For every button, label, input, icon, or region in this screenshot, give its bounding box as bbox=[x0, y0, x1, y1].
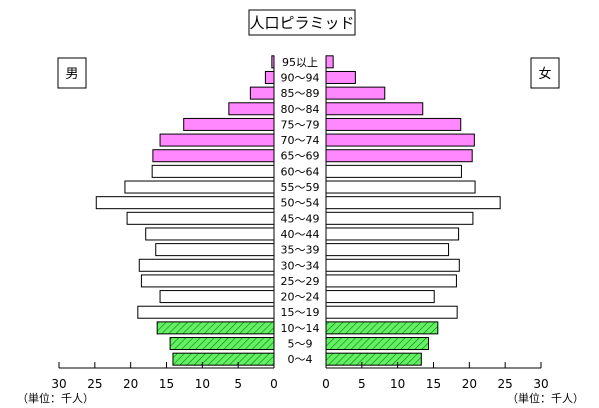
bar-female bbox=[325, 164, 462, 178]
age-group-label: 75～79 bbox=[281, 118, 320, 131]
bar-female bbox=[325, 337, 429, 351]
bar-female bbox=[325, 70, 356, 84]
female-tick-label: 0 bbox=[322, 377, 330, 391]
age-group-label: 0～4 bbox=[288, 353, 313, 366]
female-tick-label: 10 bbox=[390, 377, 405, 391]
female-bars bbox=[325, 55, 501, 366]
bar-male bbox=[159, 133, 275, 147]
age-group-label: 50～54 bbox=[281, 197, 320, 210]
title-box bbox=[248, 9, 356, 36]
bar-male bbox=[124, 180, 275, 194]
bar-male bbox=[151, 164, 275, 178]
age-group-label: 80～84 bbox=[281, 103, 320, 116]
age-group-label: 95以上 bbox=[282, 56, 318, 69]
bar-male bbox=[152, 149, 275, 163]
age-group-label: 10～14 bbox=[281, 322, 320, 335]
male-tick-label: 20 bbox=[123, 377, 138, 391]
bar-female bbox=[325, 258, 460, 272]
age-group-label: 5～9 bbox=[288, 338, 313, 351]
female-tick-label: 15 bbox=[426, 377, 441, 391]
bar-female bbox=[325, 321, 439, 335]
age-group-label: 60～64 bbox=[281, 165, 320, 178]
bar-male bbox=[156, 321, 275, 335]
bar-female bbox=[325, 274, 457, 288]
bar-female bbox=[325, 290, 435, 304]
bar-female bbox=[325, 211, 474, 225]
age-group-label: 30～34 bbox=[281, 259, 320, 272]
bar-male bbox=[155, 243, 275, 257]
male-bars bbox=[95, 55, 275, 366]
female-tick-label: 5 bbox=[358, 377, 366, 391]
male-axis: 0 5 10 15 20 25 30 bbox=[51, 58, 278, 391]
bar-male bbox=[137, 305, 275, 319]
female-tick-label: 30 bbox=[533, 377, 548, 391]
age-group-label: 40～44 bbox=[281, 228, 320, 241]
bar-female bbox=[325, 352, 422, 366]
age-group-label: 45～49 bbox=[281, 212, 320, 225]
female-tick-label: 25 bbox=[498, 377, 513, 391]
bar-male bbox=[249, 86, 275, 100]
male-label: 男 bbox=[65, 67, 78, 82]
female-label-box bbox=[530, 57, 560, 89]
male-tick-label: 25 bbox=[87, 377, 102, 391]
male-tick-label: 0 bbox=[270, 377, 278, 391]
age-group-labels: 0～4 5～9 10～14 15～19 20～24 25～29 30～34 35～39 40～4… bbox=[281, 56, 320, 366]
chart-title: 人口ピラミッド bbox=[249, 14, 354, 32]
bar-female bbox=[325, 149, 473, 163]
bar-female bbox=[325, 227, 460, 241]
bar-female bbox=[325, 117, 462, 131]
age-group-label: 35～39 bbox=[281, 244, 320, 257]
female-axis: 0 5 10 15 20 25 30 bbox=[322, 58, 549, 391]
bar-male bbox=[172, 352, 275, 366]
age-group-label: 70～74 bbox=[281, 134, 320, 147]
bar-male bbox=[159, 290, 275, 304]
unit-label-right: （単位：千人） bbox=[507, 391, 584, 405]
male-tick-label: 5 bbox=[234, 377, 242, 391]
bar-female bbox=[325, 305, 458, 319]
bar-male bbox=[138, 258, 275, 272]
bar-female bbox=[325, 133, 475, 147]
age-group-label: 85～89 bbox=[281, 87, 320, 100]
age-group-label: 25～29 bbox=[281, 275, 320, 288]
bar-female bbox=[325, 196, 501, 210]
male-tick-label: 15 bbox=[159, 377, 174, 391]
age-group-label: 55～59 bbox=[281, 181, 320, 194]
age-group-label: 15～19 bbox=[281, 306, 320, 319]
bar-male bbox=[183, 117, 275, 131]
bar-female bbox=[325, 243, 450, 257]
unit-label-left: （単位：千人） bbox=[17, 391, 94, 405]
male-tick-label: 10 bbox=[195, 377, 210, 391]
age-group-label: 65～69 bbox=[281, 150, 320, 163]
male-tick-label: 30 bbox=[51, 377, 66, 391]
bar-male bbox=[228, 102, 275, 116]
bar-male bbox=[145, 227, 275, 241]
bar-female bbox=[325, 55, 334, 69]
age-group-label: 90～94 bbox=[281, 71, 320, 84]
bar-male bbox=[169, 337, 275, 351]
male-label-box bbox=[57, 57, 87, 89]
bar-male bbox=[140, 274, 275, 288]
female-label: 女 bbox=[538, 66, 551, 82]
bar-female bbox=[325, 86, 386, 100]
bar-male bbox=[126, 211, 275, 225]
bar-female bbox=[325, 180, 476, 194]
bar-male bbox=[95, 196, 275, 210]
bar-female bbox=[325, 102, 424, 116]
female-tick-label: 20 bbox=[462, 377, 477, 391]
bar-male bbox=[264, 70, 275, 84]
age-group-label: 20～24 bbox=[281, 291, 320, 304]
